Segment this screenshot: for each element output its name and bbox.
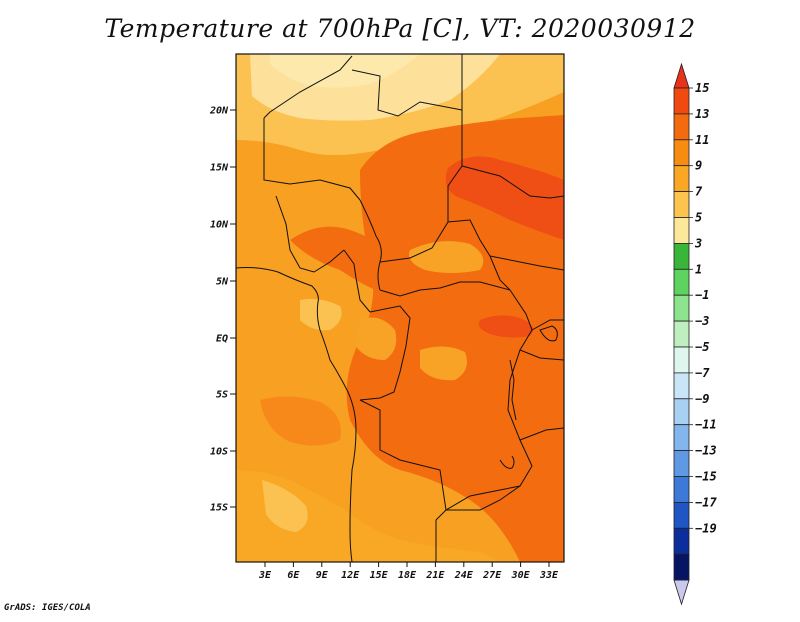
colorbar-label: 13 [695,107,709,121]
lat-label: 5S [216,390,228,401]
colorbar-label: 1 [695,262,702,276]
lat-label: EQ [216,334,228,345]
colorbar-segment [673,242,690,270]
colorbar-segment [673,476,690,503]
colorbar-segment [673,372,690,400]
map-title: Temperature at 700hPa [C], VT: 202003091… [104,14,696,43]
colorbar-label: −5 [695,340,709,354]
colorbar-label: −3 [695,314,709,328]
lat-label: 10N [210,220,229,231]
colorbar-segment [673,268,690,296]
lon-label: 30E [511,570,531,581]
colorbar-segment [673,450,690,477]
colorbar-label: −9 [695,392,709,406]
lon-label: 27E [482,570,502,581]
colorbar-label: −1 [695,288,709,302]
lon-label: 18E [398,570,417,581]
colorbar-label: −17 [695,495,717,509]
colorbar-segment [673,113,690,141]
lat-label: 15S [210,503,228,514]
colorbar-label: 3 [694,236,702,250]
colorbar-segment [673,501,690,529]
colorbar-segment [673,217,690,244]
colorbar-segment [673,139,690,167]
colorbar-label: 15 [695,81,709,95]
colorbar: 15 13 11 9 7 5 3 1 −1 −3 −5 −7 −9 −11 −13 −15 −17 −19 [673,62,717,606]
lon-label: 6E [287,570,300,581]
lat-label: 10S [210,447,228,458]
lon-label: 3E [258,570,272,581]
lon-label: 21E [425,570,445,581]
lat-label: 20N [209,106,229,117]
colorbar-label: −19 [695,521,717,535]
colorbar-segment [673,165,690,192]
colorbar-label: −13 [695,444,717,458]
colorbar-segment [673,87,690,115]
country-borders [236,54,564,562]
lon-label: 12E [341,570,360,581]
grads-credit: GrADS: IGES/COLA [4,603,91,613]
colorbar-bottom-arrow [673,579,690,606]
colorbar-label: 5 [695,211,702,225]
colorbar-segment [673,527,690,555]
colorbar-segment [673,553,690,581]
colorbar-segment [673,424,690,452]
lon-label: 15E [370,570,389,581]
colorbar-label: 7 [695,185,703,199]
colorbar-label: 11 [695,133,709,147]
colorbar-label: −11 [695,418,717,432]
colorbar-segment [673,398,690,426]
colorbar-label: 9 [695,159,702,173]
map-frame [235,53,565,563]
lon-label: 24E [454,570,474,581]
colorbar-label: −15 [695,470,717,484]
lat-label: 15N [210,163,229,174]
latitude-axis: 20N 15N 10N 5N EQ 5S 10S 15S [209,106,236,514]
colorbar-top-arrow [673,62,690,89]
longitude-axis: 3E 6E 9E 12E 15E 18E 21E 24E 27E 30E 33E [258,562,559,581]
lat-label: 5N [216,277,229,288]
colorbar-label: −7 [695,366,710,380]
colorbar-segment [673,294,690,322]
lon-label: 9E [316,570,329,581]
temperature-field [236,54,564,562]
colorbar-segment [673,346,690,374]
lon-label: 33E [539,570,559,581]
colorbar-segment [673,191,690,218]
colorbar-segment [673,320,690,348]
